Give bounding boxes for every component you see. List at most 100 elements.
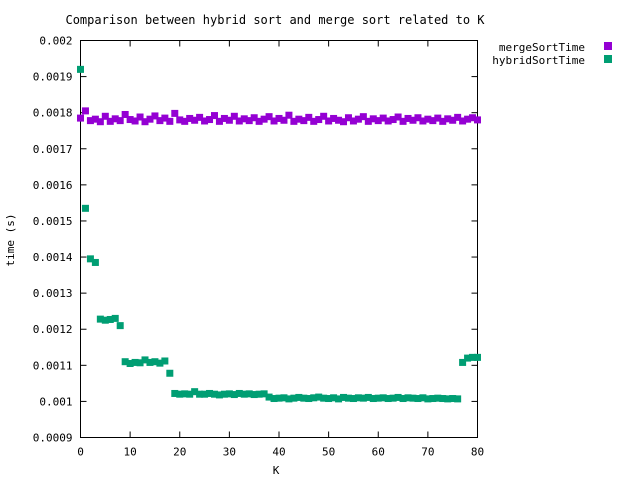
point-hybridSortTime xyxy=(176,390,184,398)
point-hybridSortTime xyxy=(141,356,149,364)
point-mergeSortTime xyxy=(131,117,139,125)
point-hybridSortTime xyxy=(349,395,357,403)
point-mergeSortTime xyxy=(280,116,288,124)
y-tick-label: 0.0011 xyxy=(33,359,73,372)
point-hybridSortTime xyxy=(389,394,397,402)
point-mergeSortTime xyxy=(399,117,407,125)
point-mergeSortTime xyxy=(96,118,104,126)
point-hybridSortTime xyxy=(305,395,313,403)
point-hybridSortTime xyxy=(91,258,99,266)
y-axis-label: time (s) xyxy=(4,214,17,267)
point-mergeSortTime xyxy=(459,117,467,125)
point-hybridSortTime xyxy=(86,255,94,263)
point-mergeSortTime xyxy=(419,117,427,125)
y-tick-label: 0.0012 xyxy=(33,323,73,336)
point-hybridSortTime xyxy=(364,393,372,401)
point-mergeSortTime xyxy=(300,117,308,125)
point-mergeSortTime xyxy=(176,116,184,124)
x-tick-label: 30 xyxy=(223,446,236,459)
y-tick-label: 0.001 xyxy=(39,395,72,408)
data-marks xyxy=(77,65,481,403)
x-tick-label: 70 xyxy=(421,446,434,459)
point-mergeSortTime xyxy=(141,118,149,126)
point-mergeSortTime xyxy=(151,112,159,120)
point-hybridSortTime xyxy=(449,395,457,403)
point-hybridSortTime xyxy=(196,390,204,398)
legend-swatch-mergesorttime xyxy=(604,42,612,50)
point-hybridSortTime xyxy=(260,390,268,398)
point-hybridSortTime xyxy=(310,394,318,402)
point-mergeSortTime xyxy=(210,112,218,120)
point-hybridSortTime xyxy=(474,353,481,361)
point-mergeSortTime xyxy=(464,115,472,123)
y-tick-label: 0.002 xyxy=(39,35,72,48)
point-hybridSortTime xyxy=(434,394,442,402)
point-hybridSortTime xyxy=(240,390,248,398)
point-mergeSortTime xyxy=(146,115,154,123)
point-hybridSortTime xyxy=(325,395,333,403)
point-mergeSortTime xyxy=(201,117,209,125)
point-hybridSortTime xyxy=(250,391,258,399)
x-tick-label: 0 xyxy=(77,446,84,459)
point-hybridSortTime xyxy=(106,315,114,323)
point-mergeSortTime xyxy=(325,117,333,125)
point-mergeSortTime xyxy=(414,114,422,122)
legend: mergeSortTime hybridSortTime xyxy=(492,41,612,67)
point-hybridSortTime xyxy=(156,359,164,367)
x-tick-label: 20 xyxy=(173,446,186,459)
point-hybridSortTime xyxy=(280,394,288,402)
point-hybridSortTime xyxy=(131,358,139,366)
point-hybridSortTime xyxy=(235,389,243,397)
point-hybridSortTime xyxy=(454,395,462,403)
y-tick-label: 0.0015 xyxy=(33,215,73,228)
point-hybridSortTime xyxy=(379,394,387,402)
point-hybridSortTime xyxy=(394,393,402,401)
point-hybridSortTime xyxy=(330,394,338,402)
point-hybridSortTime xyxy=(136,359,144,367)
point-mergeSortTime xyxy=(444,115,452,123)
point-mergeSortTime xyxy=(404,114,412,122)
point-mergeSortTime xyxy=(225,116,233,124)
point-mergeSortTime xyxy=(364,117,372,125)
point-hybridSortTime xyxy=(220,390,228,398)
point-mergeSortTime xyxy=(409,116,417,124)
point-mergeSortTime xyxy=(315,116,323,124)
point-mergeSortTime xyxy=(220,114,228,122)
point-mergeSortTime xyxy=(424,115,432,123)
point-hybridSortTime xyxy=(116,322,124,330)
point-hybridSortTime xyxy=(300,394,308,402)
point-hybridSortTime xyxy=(146,358,154,366)
legend-label-mergesorttime: mergeSortTime xyxy=(499,41,585,54)
point-hybridSortTime xyxy=(444,395,452,403)
point-mergeSortTime xyxy=(255,117,263,125)
point-hybridSortTime xyxy=(201,390,209,398)
point-mergeSortTime xyxy=(330,114,338,122)
point-hybridSortTime xyxy=(191,388,199,396)
point-hybridSortTime xyxy=(225,390,233,398)
point-hybridSortTime xyxy=(459,358,467,366)
point-hybridSortTime xyxy=(344,394,352,402)
y-tick-label: 0.0013 xyxy=(33,287,73,300)
point-hybridSortTime xyxy=(270,395,278,403)
x-tick-label: 50 xyxy=(322,446,335,459)
point-mergeSortTime xyxy=(101,112,109,120)
x-tick-label: 40 xyxy=(272,446,285,459)
point-mergeSortTime xyxy=(235,117,243,125)
point-mergeSortTime xyxy=(379,114,387,122)
x-tick-label: 80 xyxy=(471,446,484,459)
point-hybridSortTime xyxy=(126,360,134,368)
point-mergeSortTime xyxy=(344,114,352,122)
x-tick-label: 60 xyxy=(372,446,385,459)
point-mergeSortTime xyxy=(77,114,84,122)
point-hybridSortTime xyxy=(464,354,472,362)
point-hybridSortTime xyxy=(285,395,293,403)
point-hybridSortTime xyxy=(206,389,214,397)
point-mergeSortTime xyxy=(121,110,129,118)
point-hybridSortTime xyxy=(374,394,382,402)
point-hybridSortTime xyxy=(439,395,447,403)
point-mergeSortTime xyxy=(469,114,477,122)
point-hybridSortTime xyxy=(166,369,174,377)
point-mergeSortTime xyxy=(126,116,134,124)
point-mergeSortTime xyxy=(349,117,357,125)
